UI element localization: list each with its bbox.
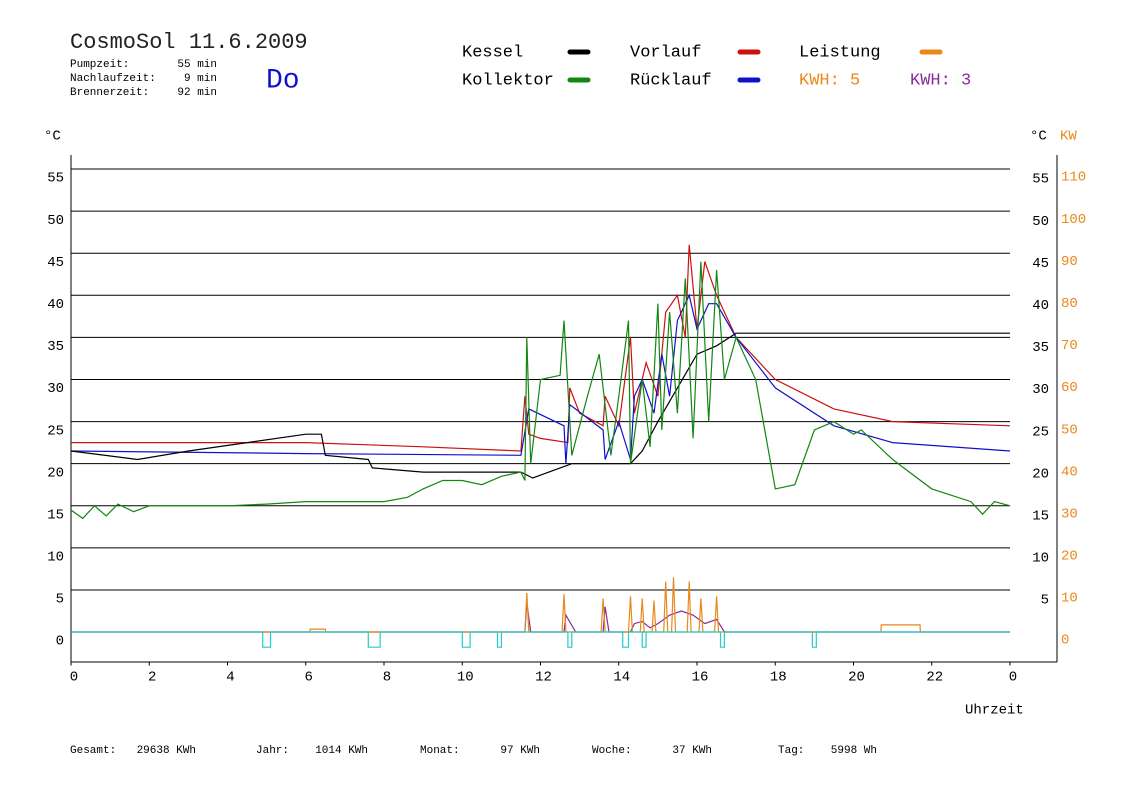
- y2-tick-label: 110: [1061, 170, 1086, 186]
- y-right-tick-label: 30: [1032, 382, 1049, 398]
- footer-label: Tag:: [778, 745, 804, 757]
- x-tick-label: 14: [613, 670, 630, 686]
- footer-label: Monat:: [420, 745, 460, 757]
- y-tick-label: 15: [47, 507, 64, 523]
- info-label: Brennerzeit:: [70, 87, 149, 99]
- info-label: Pumpzeit:: [70, 59, 129, 71]
- legend-label: Leistung: [799, 43, 881, 62]
- y2-tick-label: 100: [1061, 212, 1086, 228]
- y-right-tick-label: 20: [1032, 466, 1049, 482]
- x-tick-label: 12: [535, 670, 552, 686]
- info-label: Nachlaufzeit:: [70, 73, 156, 85]
- footer-label: Jahr:: [256, 745, 289, 757]
- series-line: [71, 244, 1011, 452]
- y-label: °C: [44, 129, 61, 145]
- footer-value: 37 KWh: [672, 745, 712, 757]
- y-tick-label: 30: [47, 381, 64, 397]
- y2-tick-label: 30: [1061, 506, 1078, 522]
- x-tick-label: 8: [383, 670, 391, 686]
- info-value: 9 min: [184, 73, 217, 85]
- footer-label: Gesamt:: [70, 745, 116, 757]
- day: Do: [266, 65, 300, 96]
- y-tick-label: 55: [47, 171, 64, 187]
- y2-tick-label: 40: [1061, 464, 1078, 480]
- y-right-tick-label: 10: [1032, 551, 1049, 567]
- x-tick-label: 16: [692, 670, 709, 686]
- legend-label: Rücklauf: [630, 71, 712, 90]
- y-right-tick-label: 25: [1032, 424, 1049, 440]
- series-line: [70, 293, 1011, 464]
- x-tick-label: 0: [1009, 670, 1017, 686]
- y2-tick-label: 10: [1061, 591, 1078, 607]
- footer-value: 1014 KWh: [315, 745, 368, 757]
- y-right-tick-label: 50: [1032, 214, 1049, 230]
- legend-label: Kessel: [462, 43, 523, 62]
- x-tick-label: 4: [226, 670, 234, 686]
- kwh-label: KWH: 3: [910, 71, 971, 90]
- y2-tick-label: 20: [1061, 549, 1078, 565]
- y-right-tick-label: 15: [1032, 508, 1049, 524]
- y-right-tick-label: 45: [1032, 256, 1049, 272]
- y-right-tick-label: 55: [1032, 172, 1049, 188]
- y-tick-label: 25: [47, 423, 64, 439]
- legend-label: Kollektor: [462, 71, 554, 90]
- y-right-tick-label: 5: [1041, 593, 1049, 609]
- y2-label: KW: [1060, 129, 1077, 145]
- x-tick-label: 10: [457, 670, 474, 686]
- kwh-label: KWH: 5: [799, 71, 860, 90]
- y-right-label: °C: [1030, 129, 1047, 145]
- y-tick-label: 5: [56, 592, 64, 608]
- series-line: [71, 631, 1010, 648]
- y-tick-label: 0: [56, 634, 64, 650]
- x-tick-label: 22: [926, 670, 943, 686]
- y-tick-label: 40: [47, 297, 64, 313]
- y2-tick-label: 70: [1061, 338, 1078, 354]
- x-tick-label: 18: [770, 670, 787, 686]
- y-tick-label: 20: [47, 465, 64, 481]
- x-tick-label: 2: [148, 670, 156, 686]
- y2-tick-label: 60: [1061, 380, 1078, 396]
- y2-tick-label: 90: [1061, 254, 1078, 270]
- y-right-tick-label: 40: [1032, 298, 1049, 314]
- title: CosmoSol 11.6.2009: [70, 30, 308, 55]
- y-right-tick-label: 35: [1032, 340, 1049, 356]
- y-tick-label: 10: [47, 550, 64, 566]
- y2-tick-label: 0: [1061, 633, 1069, 649]
- series-line: [70, 261, 1011, 520]
- y2-tick-label: 50: [1061, 422, 1078, 438]
- footer-label: Woche:: [592, 745, 632, 757]
- y2-tick-label: 80: [1061, 296, 1078, 312]
- x-tick-label: 20: [848, 670, 865, 686]
- x-label: Uhrzeit: [965, 703, 1024, 719]
- legend-label: Vorlauf: [630, 43, 701, 62]
- info-value: 55 min: [177, 59, 217, 71]
- x-tick-label: 6: [305, 670, 313, 686]
- footer-value: 29638 KWh: [137, 745, 196, 757]
- footer-value: 97 KWh: [500, 745, 540, 757]
- y-tick-label: 45: [47, 255, 64, 271]
- x-tick-label: 0: [70, 670, 78, 686]
- y-tick-label: 50: [47, 213, 64, 229]
- info-value: 92 min: [177, 87, 217, 99]
- footer-value: 5998 Wh: [831, 745, 877, 757]
- y-tick-label: 35: [47, 339, 64, 355]
